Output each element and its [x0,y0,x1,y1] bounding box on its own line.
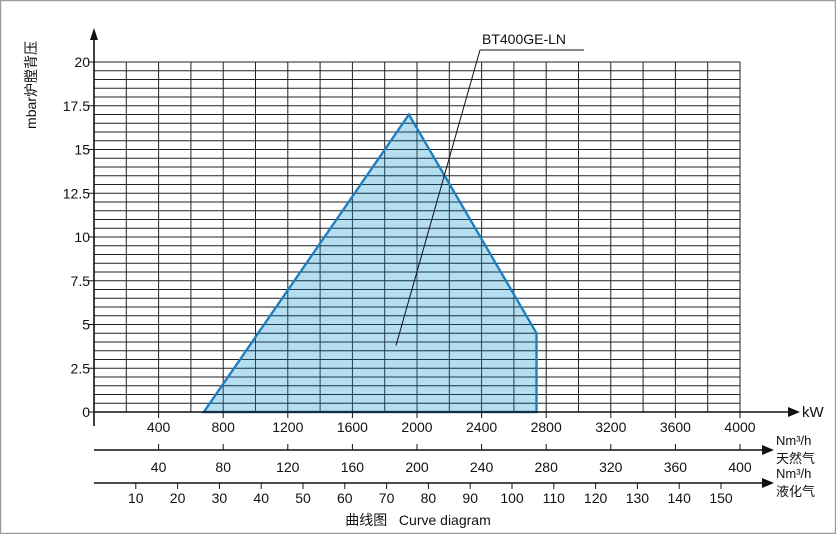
x-tick-label: 800 [212,419,236,435]
x-axis-unit-2: Nm³/h [776,466,811,481]
x-tick-label: 200 [405,459,429,475]
y-tick-label: 5 [82,317,90,333]
x-tick-label: 3600 [660,419,691,435]
x-tick-label: 110 [543,490,566,506]
y-tick-label: 10 [74,229,90,245]
y-tick-label: 2.5 [71,360,91,376]
x-tick-label: 100 [500,490,524,506]
x-tick-label: 10 [128,490,144,506]
x-tick-label: 2400 [466,419,497,435]
x-tick-label: 120 [584,490,608,506]
x-axis-unit-1: Nm³/h [776,433,811,448]
x-tick-label: 360 [664,459,688,475]
x-tick-label: 280 [535,459,559,475]
x-tick-label: 40 [151,459,167,475]
x-axis-unit-kw: kW [802,404,825,421]
chart-caption: 曲线图 Curve diagram [345,512,490,528]
x-tick-label: 160 [341,459,365,475]
y-tick-label: 15 [74,142,90,158]
x-tick-label: 400 [147,419,171,435]
y-tick-label: 20 [74,54,90,70]
x-tick-label: 80 [215,459,231,475]
x-tick-label: 60 [337,490,353,506]
y-tick-label: 7.5 [71,273,91,289]
x-tick-label: 120 [276,459,300,475]
x-axis-type-2: 液化气 [776,484,815,499]
x-tick-label: 80 [421,490,437,506]
x-tick-label: 90 [462,490,478,506]
x-tick-label: 40 [253,490,269,506]
x-tick-label: 1200 [272,419,303,435]
x-tick-label: 2800 [531,419,562,435]
y-tick-label: 17.5 [63,98,90,114]
x-tick-label: 150 [709,490,733,506]
annotation-label: BT400GE-LN [482,31,566,47]
y-tick-label: 12.5 [63,185,90,201]
x-tick-label: 20 [170,490,186,506]
x-tick-label: 4000 [724,419,755,435]
x-axis-type-1: 天然气 [776,451,815,466]
x-tick-label: 140 [668,490,692,506]
x-tick-label: 2000 [401,419,432,435]
x-tick-label: 400 [728,459,752,475]
x-tick-label: 3200 [595,419,626,435]
x-tick-label: 320 [599,459,623,475]
x-tick-label: 70 [379,490,395,506]
x-tick-label: 130 [626,490,650,506]
y-axis-label: mbar炉膛背压 [23,41,39,129]
x-tick-label: 50 [295,490,311,506]
x-tick-label: 240 [470,459,494,475]
x-tick-label: 1600 [337,419,368,435]
x-tick-label: 30 [212,490,228,506]
y-tick-label: 0 [82,404,90,420]
